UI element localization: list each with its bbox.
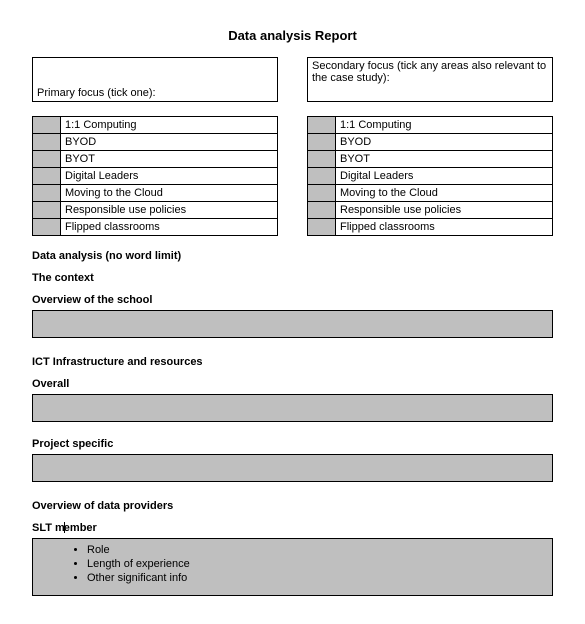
primary-item-label: BYOD [61,133,278,150]
secondary-item-label: 1:1 Computing [336,116,553,133]
secondary-tick-cell[interactable] [308,167,336,184]
secondary-tick-cell[interactable] [308,133,336,150]
slt-prefix: SLT m [32,522,65,534]
primary-header: Primary focus (tick one): [33,58,278,102]
focus-row: BYOD BYOD [33,133,553,150]
project-specific-heading: Project specific [32,438,553,450]
secondary-tick-cell[interactable] [308,184,336,201]
overview-school-input[interactable] [32,310,553,338]
focus-header-row-1: Primary focus (tick one): Secondary focu… [33,58,553,87]
focus-table: Primary focus (tick one): Secondary focu… [32,57,553,236]
secondary-item-label: Responsible use policies [336,201,553,218]
focus-row: Digital Leaders Digital Leaders [33,167,553,184]
focus-row: BYOT BYOT [33,150,553,167]
overall-heading: Overall [32,378,553,390]
slt-bullet-list: Role Length of experience Other signific… [73,543,512,585]
data-analysis-heading: Data analysis (no word limit) [32,250,553,262]
secondary-tick-cell[interactable] [308,116,336,133]
primary-item-label: Responsible use policies [61,201,278,218]
secondary-item-label: Digital Leaders [336,167,553,184]
list-item: Role [87,543,512,557]
list-item: Length of experience [87,557,512,571]
report-title: Data analysis Report [32,28,553,43]
slt-suffix: ember [64,522,97,534]
secondary-item-label: BYOD [336,133,553,150]
primary-tick-cell[interactable] [33,201,61,218]
primary-item-label: Moving to the Cloud [61,184,278,201]
overall-input[interactable] [32,394,553,422]
primary-item-label: BYOT [61,150,278,167]
slt-member-heading: SLT member [32,522,553,534]
primary-item-label: 1:1 Computing [61,116,278,133]
secondary-tick-cell[interactable] [308,201,336,218]
secondary-item-label: Moving to the Cloud [336,184,553,201]
focus-row: Moving to the Cloud Moving to the Cloud [33,184,553,201]
project-specific-input[interactable] [32,454,553,482]
secondary-header-top: Secondary focus (tick any areas also rel… [308,58,553,87]
context-heading: The context [32,272,553,284]
secondary-tick-cell[interactable] [308,218,336,235]
primary-tick-cell[interactable] [33,167,61,184]
slt-member-input[interactable]: Role Length of experience Other signific… [32,538,553,596]
primary-item-label: Flipped classrooms [61,218,278,235]
primary-tick-cell[interactable] [33,150,61,167]
list-item: Other significant info [87,571,512,585]
primary-tick-cell[interactable] [33,133,61,150]
overview-providers-heading: Overview of data providers [32,500,553,512]
primary-tick-cell[interactable] [33,218,61,235]
overview-school-heading: Overview of the school [32,294,553,306]
focus-row: Responsible use policies Responsible use… [33,201,553,218]
secondary-item-label: BYOT [336,150,553,167]
ict-heading: ICT Infrastructure and resources [32,356,553,368]
focus-row: 1:1 Computing 1:1 Computing [33,116,553,133]
secondary-item-label: Flipped classrooms [336,218,553,235]
primary-item-label: Digital Leaders [61,167,278,184]
secondary-tick-cell[interactable] [308,150,336,167]
primary-tick-cell[interactable] [33,116,61,133]
focus-row: Flipped classrooms Flipped classrooms [33,218,553,235]
primary-tick-cell[interactable] [33,184,61,201]
